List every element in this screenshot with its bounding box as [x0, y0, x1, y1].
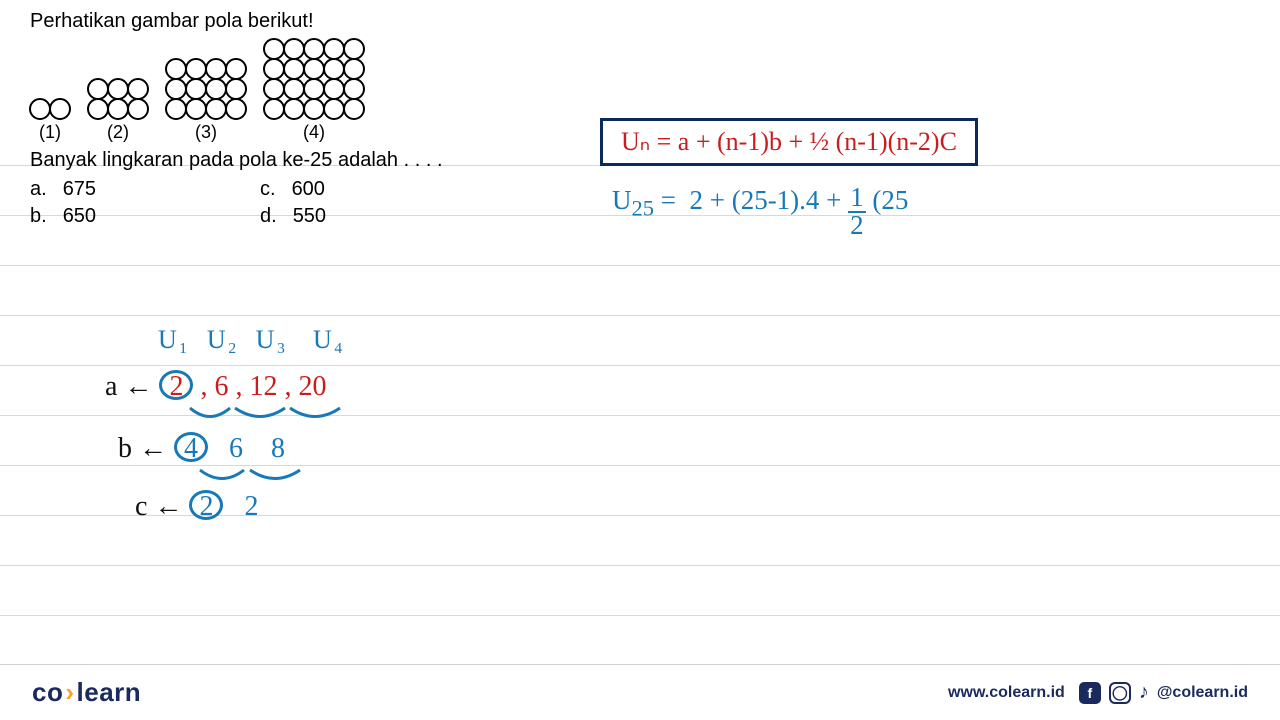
pattern: (3)	[166, 59, 246, 143]
opt-d-key: d.	[260, 205, 277, 228]
seq-b-label: b ←	[118, 433, 167, 464]
question-block: Perhatikan gambar pola berikut! (1) (2) (3…	[30, 10, 550, 228]
options: a. 675 c. 600 b. 650 d. 550	[30, 178, 550, 228]
seq-a-label: a ←	[105, 371, 152, 402]
seq-a-3: 20	[298, 371, 326, 402]
facebook-icon: f	[1079, 682, 1101, 704]
opt-b-key: b.	[30, 205, 47, 228]
pattern: (2)	[88, 79, 148, 143]
seq-c-circled: 2	[189, 490, 223, 520]
brace-b	[170, 462, 340, 492]
opt-c-key: c.	[260, 178, 276, 201]
seq-c-label: c ←	[135, 491, 182, 522]
pattern: (4)	[264, 39, 364, 143]
seq-b-row: b ← 4 6 8	[118, 432, 285, 465]
seq-a-row: a ← 2 , 6 , 12 , 20	[105, 370, 326, 403]
logo: co›learn	[32, 677, 141, 708]
pattern-row: (1) (2) (3) (4)	[30, 39, 550, 143]
formula-box: Uₙ = a + (n-1)b + ½ (n-1)(n-2)C	[600, 118, 978, 166]
tiktok-icon: ♪	[1139, 681, 1149, 704]
question-title: Perhatikan gambar pola berikut!	[30, 10, 550, 33]
question-text: Banyak lingkaran pada pola ke-25 adalah …	[30, 149, 550, 172]
seq-b-2: 8	[271, 433, 285, 464]
pattern-label: (2)	[88, 122, 148, 143]
pattern-label: (3)	[166, 122, 246, 143]
seq-c-row: c ← 2 2	[135, 490, 258, 523]
opt-b-val: 650	[63, 205, 96, 228]
seq-c-1: 2	[244, 491, 258, 522]
logo-accent-icon: ›	[65, 677, 74, 707]
seq-a-2: 12 ,	[249, 371, 291, 402]
instagram-icon: ◯	[1109, 682, 1131, 704]
pattern: (1)	[30, 99, 70, 143]
logo-right: learn	[77, 677, 142, 707]
u25-working: U25 = 2 + (25-1).4 + 12 (25	[612, 185, 908, 238]
formula-text: Uₙ = a + (n-1)b + ½ (n-1)(n-2)C	[621, 127, 957, 156]
seq-headers: U₁ U₂ U₃ U₄	[158, 325, 345, 355]
logo-left: co	[32, 677, 63, 707]
seq-a-1: , 6 ,	[200, 371, 242, 402]
seq-a-circled: 2	[159, 370, 193, 400]
opt-a-key: a.	[30, 178, 47, 201]
opt-d-val: 550	[293, 205, 326, 228]
social-icons: f ◯ ♪ @colearn.id	[1079, 681, 1248, 704]
opt-c-val: 600	[292, 178, 325, 201]
brace-a	[160, 400, 360, 430]
footer-url: www.colearn.id	[948, 684, 1065, 702]
opt-a-val: 675	[63, 178, 96, 201]
seq-b-circled: 4	[174, 432, 208, 462]
pattern-label: (1)	[30, 122, 70, 143]
seq-b-1: 6	[229, 433, 243, 464]
footer: co›learn www.colearn.id f ◯ ♪ @colearn.i…	[0, 664, 1280, 720]
social-handle: @colearn.id	[1157, 684, 1248, 702]
pattern-label: (4)	[264, 122, 364, 143]
